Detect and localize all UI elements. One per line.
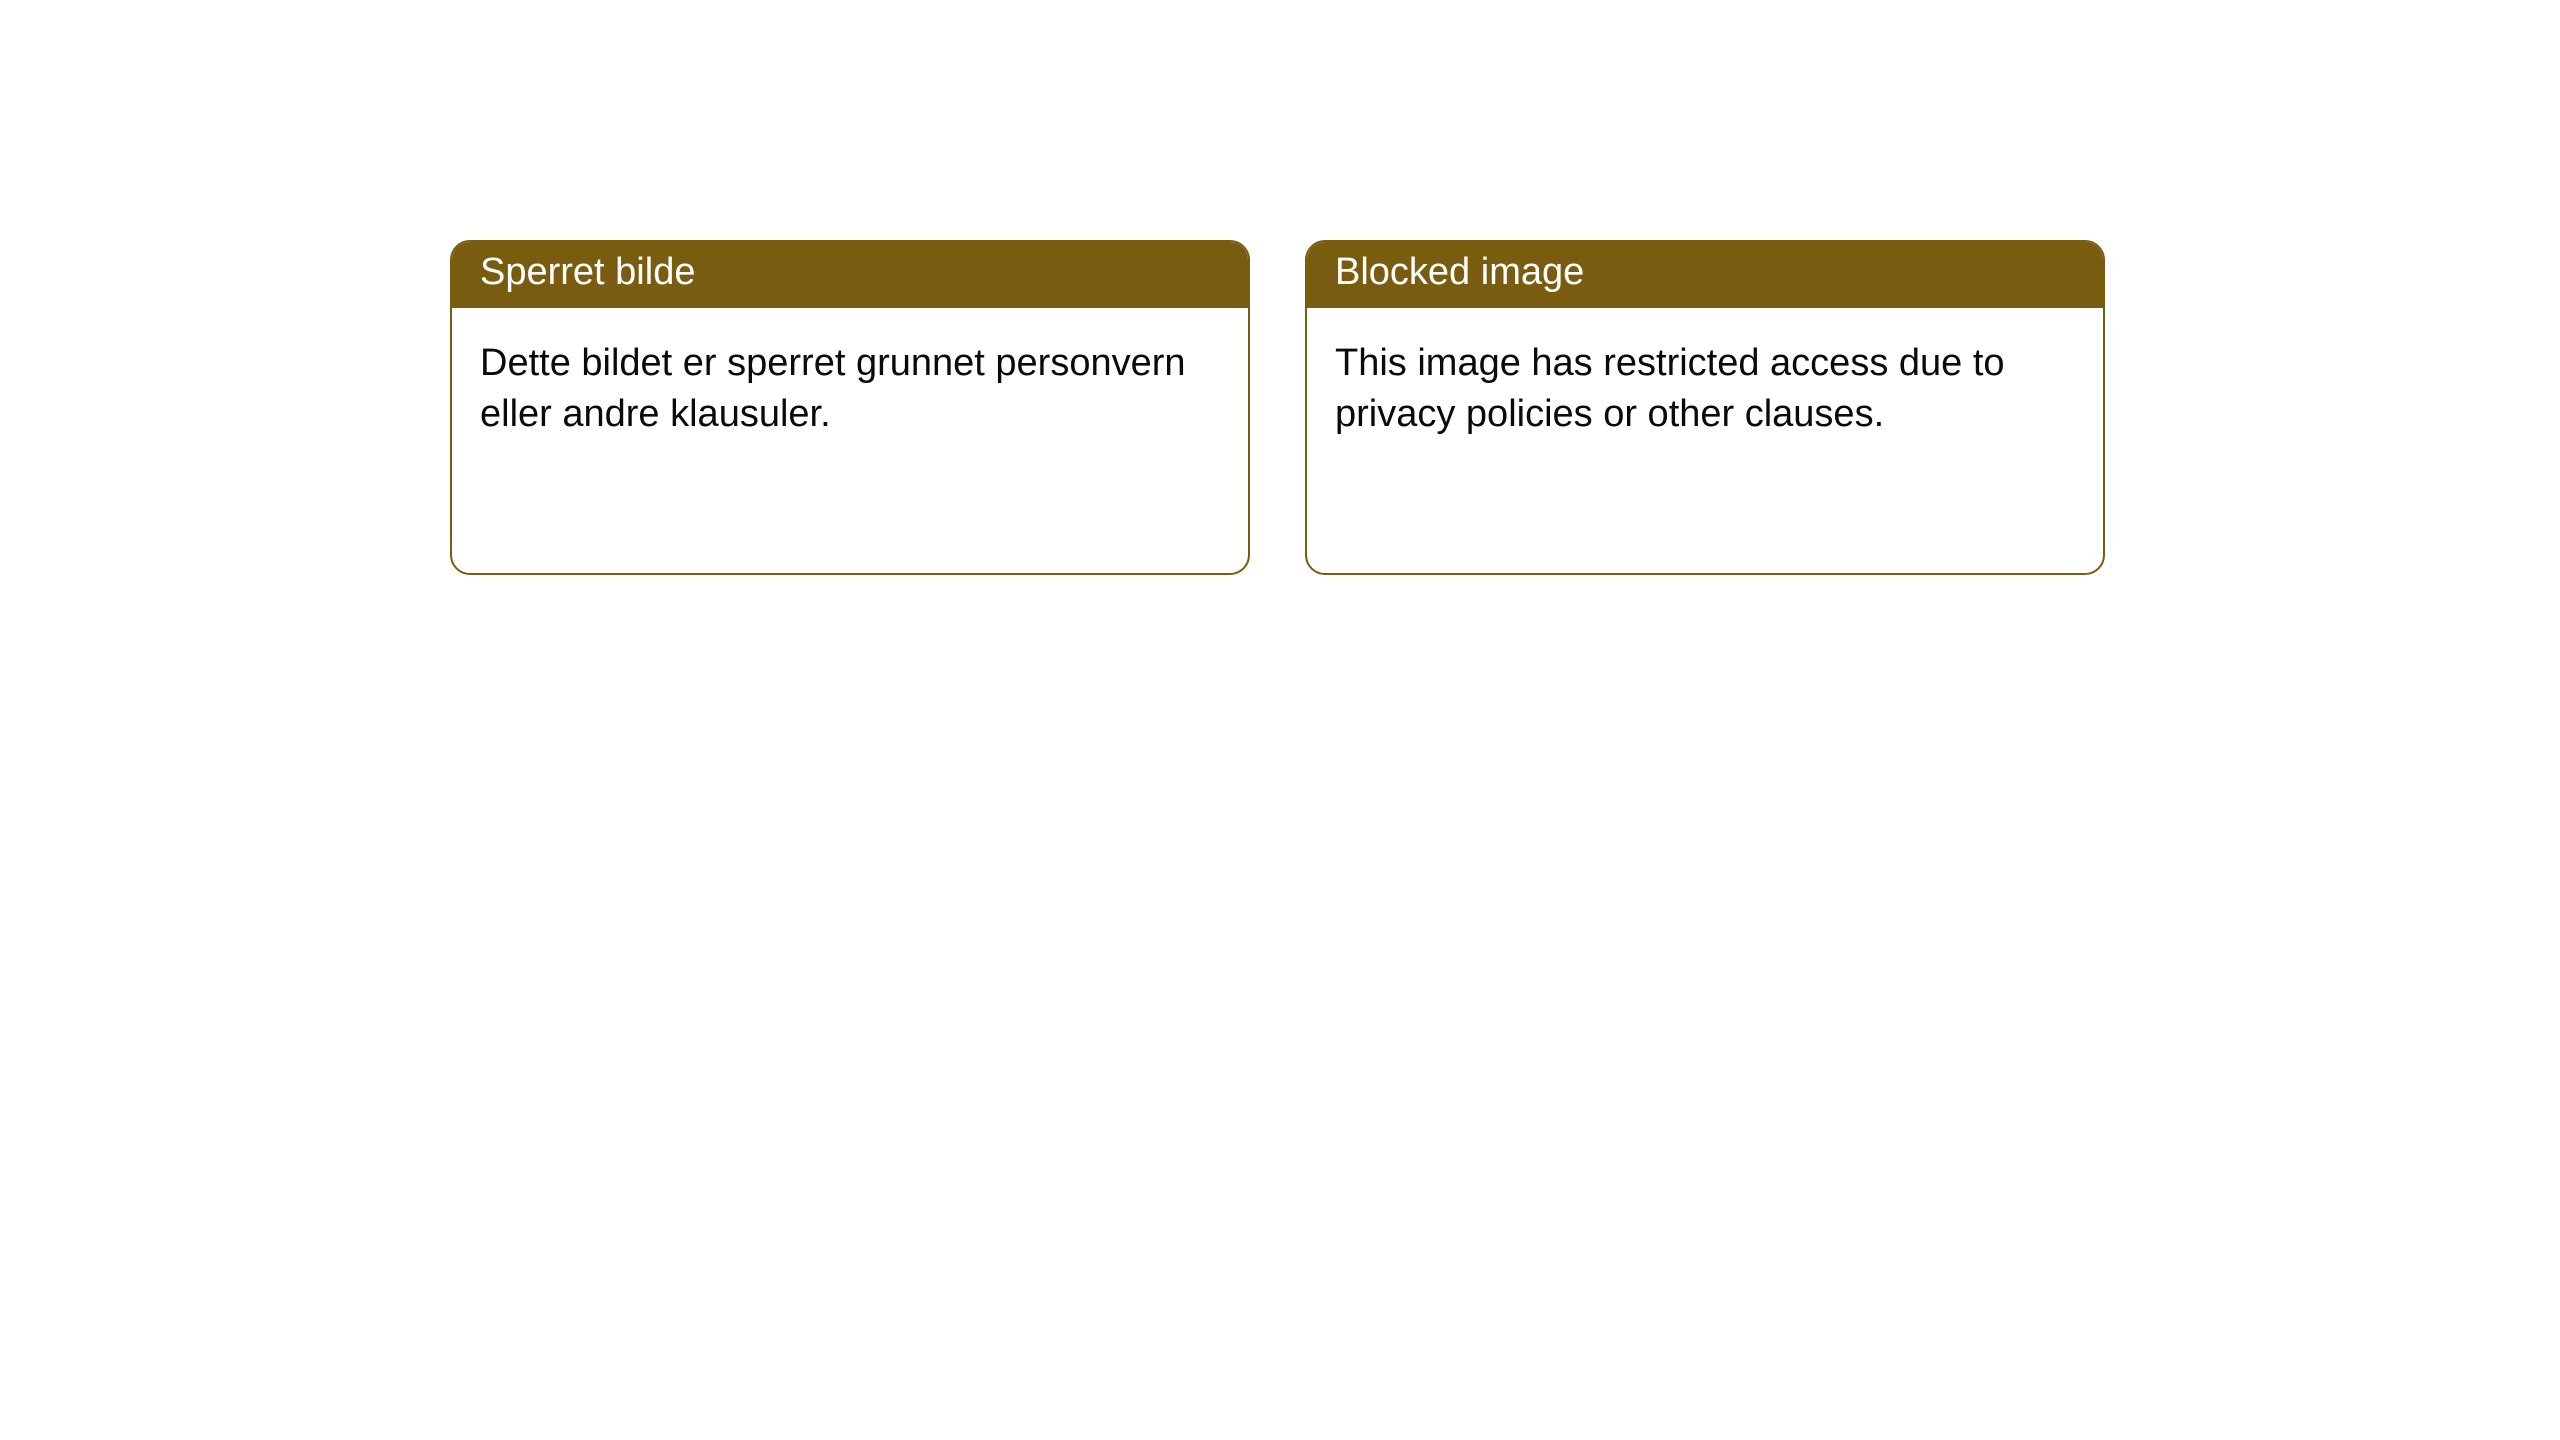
notice-card-title: Blocked image — [1307, 242, 2103, 308]
notice-card-norwegian: Sperret bilde Dette bildet er sperret gr… — [450, 240, 1250, 575]
notice-container: Sperret bilde Dette bildet er sperret gr… — [0, 0, 2560, 575]
notice-card-title: Sperret bilde — [452, 242, 1248, 308]
notice-card-body: Dette bildet er sperret grunnet personve… — [452, 308, 1248, 471]
notice-card-english: Blocked image This image has restricted … — [1305, 240, 2105, 575]
notice-card-body: This image has restricted access due to … — [1307, 308, 2103, 471]
